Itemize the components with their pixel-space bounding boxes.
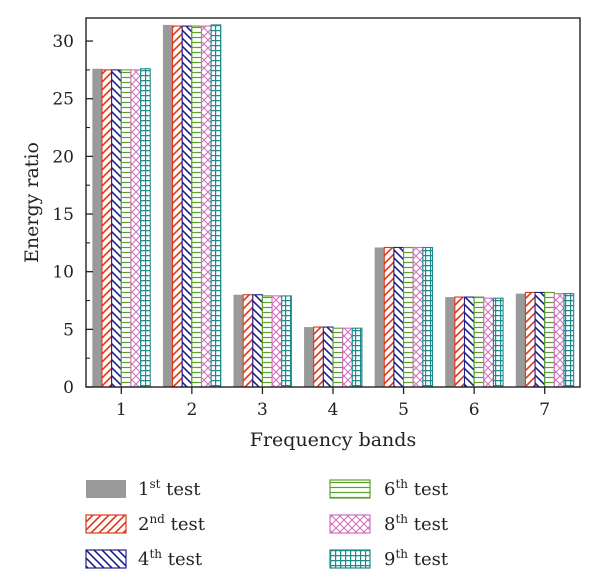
legend-swatch <box>329 514 371 534</box>
x-tick-label: 6 <box>469 400 480 420</box>
legend-swatch <box>329 549 371 569</box>
bar-2-category-4 <box>313 326 324 388</box>
y-tick-label: 20 <box>52 147 74 167</box>
bar-3-category-3 <box>252 294 263 388</box>
x-tick-label: 4 <box>328 400 339 420</box>
bar-2-category-2 <box>172 25 183 388</box>
bar-3-category-7 <box>534 291 546 388</box>
bar-4-category-7 <box>544 291 555 388</box>
bar-5-category-2 <box>200 25 212 388</box>
legend-label: 2nd test <box>138 512 206 535</box>
axes-group: 0 5 10 15 20 25 30 1 2 3 4 5 6 7 <box>52 32 550 420</box>
legend-swatch <box>329 479 371 499</box>
bar-1-category-4 <box>304 327 314 387</box>
bar-1-category-1 <box>92 68 102 388</box>
bar-5-category-3 <box>271 295 283 388</box>
y-tick-label: 5 <box>63 320 74 340</box>
legend-label: 6th test <box>384 477 449 500</box>
bar-5-category-1 <box>130 69 142 388</box>
y-tick-label: 10 <box>52 263 74 283</box>
bar-6-category-7 <box>563 293 575 388</box>
bar-4-category-2 <box>191 25 203 388</box>
legend-label: 1st test <box>138 477 201 500</box>
bar-6-category-3 <box>281 295 292 388</box>
bar-6-category-6 <box>492 297 504 388</box>
y-tick-label: 15 <box>52 205 74 225</box>
bar-2-category-1 <box>101 69 113 388</box>
legend-swatch <box>86 480 126 498</box>
x-tick-label: 3 <box>257 400 268 420</box>
bar-5-category-4 <box>342 327 353 388</box>
legend-swatch <box>85 514 127 534</box>
bar-6-category-2 <box>210 24 222 388</box>
bar-5-category-6 <box>483 297 494 388</box>
bar-4-category-6 <box>473 296 485 388</box>
bar-2-category-6 <box>454 296 466 388</box>
bar-3-category-5 <box>393 246 405 388</box>
bar-4-category-3 <box>261 295 273 388</box>
bar-3-category-1 <box>111 69 122 388</box>
bar-1-category-2 <box>162 24 173 387</box>
bar-5-category-7 <box>553 293 565 388</box>
bar-4-category-1 <box>120 69 132 388</box>
bar-1-category-7 <box>515 293 526 387</box>
legend-label: 8th test <box>384 512 449 535</box>
x-tick-label: 7 <box>539 400 550 420</box>
bar-2-category-5 <box>383 246 395 388</box>
bar-1-category-5 <box>374 247 385 387</box>
bar-5-category-5 <box>412 246 424 388</box>
bar-1-category-3 <box>233 294 244 387</box>
bar-6-category-5 <box>422 246 434 388</box>
bar-3-category-6 <box>463 296 475 388</box>
legend: 1st test 2nd test 4th test 6th test 8th test… <box>85 477 449 570</box>
y-tick-label: 25 <box>52 90 74 110</box>
bar-6-category-1 <box>140 68 151 388</box>
bar-2-category-7 <box>524 291 536 388</box>
x-tick-label: 2 <box>186 400 197 420</box>
legend-label: 9th test <box>384 547 449 570</box>
y-tick-label: 30 <box>52 32 74 52</box>
bar-4-category-5 <box>403 246 414 388</box>
bar-1-category-6 <box>445 297 455 387</box>
x-axis-title: Frequency bands <box>250 429 416 451</box>
bar-6-category-4 <box>351 327 363 388</box>
legend-label: 4th test <box>138 547 203 570</box>
bars-group <box>92 24 575 388</box>
bar-3-category-2 <box>181 25 193 388</box>
bar-3-category-4 <box>322 326 334 388</box>
x-tick-label: 1 <box>116 400 127 420</box>
bar-2-category-3 <box>242 294 254 388</box>
y-axis-title: Energy ratio <box>21 142 43 263</box>
legend-swatch <box>85 549 127 569</box>
x-tick-label: 5 <box>398 400 409 420</box>
y-tick-label: 0 <box>63 378 74 398</box>
bar-4-category-4 <box>332 327 344 388</box>
